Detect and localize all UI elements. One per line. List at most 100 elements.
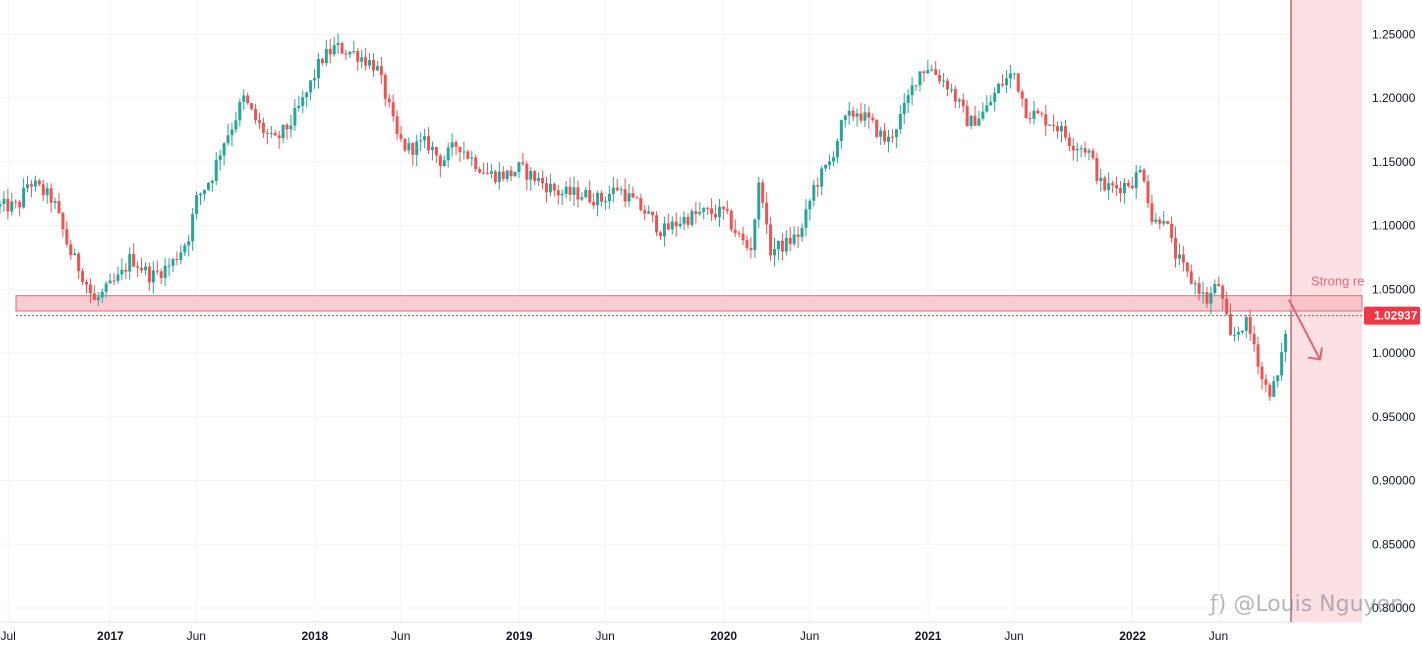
candle-body-77 (301, 97, 305, 106)
current-price-badge: 1.02937 (1364, 306, 1420, 325)
candle-body-170 (666, 223, 670, 230)
candle-body-57 (222, 143, 226, 156)
candle-body-325 (1276, 375, 1280, 382)
candle-body-79 (309, 80, 313, 93)
candle-body-187 (733, 229, 737, 234)
candle-body-202 (792, 234, 796, 244)
candle-body-168 (658, 232, 662, 237)
candle-body-159 (623, 189, 627, 202)
x-tick-label-3: 2018 (301, 629, 328, 643)
candle-body-1 (2, 198, 6, 205)
candle-body-268 (1052, 124, 1056, 127)
candle-body-238 (934, 69, 938, 75)
candle-body-195 (765, 202, 769, 225)
candle-body-274 (1075, 148, 1079, 151)
candle-body-99 (387, 98, 391, 103)
candle-body-74 (289, 125, 293, 130)
author-watermark: ƒ) @Louis Nguyen (1210, 592, 1405, 617)
candle-body-134 (525, 163, 529, 180)
candle-body-223 (875, 119, 879, 137)
candle-body-88 (344, 53, 348, 55)
candle-body-293 (1150, 203, 1154, 222)
candle-body-180 (706, 208, 710, 210)
candle-body-280 (1099, 177, 1103, 181)
candle-body-125 (489, 171, 493, 174)
candle-body-52 (202, 189, 206, 194)
candle-body-140 (548, 183, 552, 193)
candle-body-213 (835, 140, 839, 158)
candle-body-182 (714, 214, 718, 218)
candle-body-2 (6, 198, 10, 212)
candle-body-91 (356, 51, 360, 62)
candle-body-281 (1103, 177, 1107, 191)
resistance-zone-label: Strong re (1311, 274, 1364, 289)
x-tick-label-12: Jun (1209, 629, 1228, 643)
candle-body-62 (242, 95, 246, 102)
candle-body-252 (989, 101, 993, 106)
candle-body-44 (171, 259, 175, 266)
candle-body-35 (136, 266, 140, 268)
candle-body-175 (686, 216, 690, 225)
y-tick-label-7: 0.90000 (1372, 474, 1416, 488)
candle-body-212 (831, 157, 835, 162)
candle-body-49 (191, 213, 195, 242)
candle-body-282 (1107, 183, 1111, 191)
candle-body-208 (816, 185, 820, 187)
candle-body-122 (478, 168, 482, 173)
candle-body-218 (855, 113, 859, 117)
candle-body-260 (1020, 91, 1024, 99)
candle-body-275 (1079, 148, 1083, 150)
candle-body-167 (655, 215, 659, 233)
candle-body-50 (195, 195, 199, 214)
candle-body-15 (57, 201, 61, 213)
candle-body-217 (851, 110, 855, 117)
candle-body-292 (1146, 181, 1150, 204)
x-tick-label-7: 2020 (710, 629, 737, 643)
candle-body-124 (486, 173, 490, 175)
candle-body-233 (914, 85, 918, 87)
projection-arrow (1288, 299, 1323, 361)
candle-body-196 (769, 224, 773, 256)
candle-body-265 (1040, 113, 1044, 115)
candle-body-112 (438, 155, 442, 167)
arrow-head (1307, 347, 1323, 361)
candle-body-110 (430, 147, 434, 151)
candle-body-237 (930, 69, 934, 71)
candle-body-299 (1174, 238, 1178, 259)
candle-body-257 (1008, 73, 1012, 79)
candle-body-16 (61, 212, 65, 230)
candle-body-318 (1248, 317, 1252, 334)
candle-body-154 (603, 201, 607, 203)
candle-body-304 (1193, 283, 1197, 285)
candle-body-179 (702, 208, 706, 212)
candle-body-54 (210, 180, 214, 183)
candle-body-290 (1138, 169, 1142, 173)
candle-body-100 (391, 102, 395, 117)
candle-body-166 (651, 211, 655, 216)
candle-body-53 (206, 182, 210, 190)
candle-body-173 (678, 223, 682, 227)
candle-body-86 (336, 42, 340, 46)
candle-body-152 (596, 192, 600, 206)
candle-body-106 (415, 141, 419, 155)
candle-body-4 (14, 201, 18, 203)
candle-body-13 (49, 188, 53, 203)
candle-body-5 (18, 201, 22, 208)
candle-body-119 (466, 151, 470, 159)
candle-body-36 (140, 267, 144, 271)
candle-body-306 (1201, 292, 1205, 294)
candle-body-107 (419, 140, 423, 142)
candle-body-23 (88, 284, 92, 294)
x-tick-label-9: 2021 (915, 629, 942, 643)
candle-body-249 (977, 118, 981, 126)
candle-body-117 (458, 146, 462, 153)
candle-body-40 (155, 270, 159, 272)
candle-body-317 (1244, 317, 1248, 331)
y-tick-label-6: 0.95000 (1372, 410, 1416, 424)
candle-body-11 (41, 184, 45, 196)
candle-body-300 (1177, 254, 1181, 259)
candle-body-297 (1166, 221, 1170, 224)
candle-body-194 (761, 182, 765, 203)
candle-body-270 (1060, 126, 1064, 132)
candle-body-3 (10, 201, 14, 212)
